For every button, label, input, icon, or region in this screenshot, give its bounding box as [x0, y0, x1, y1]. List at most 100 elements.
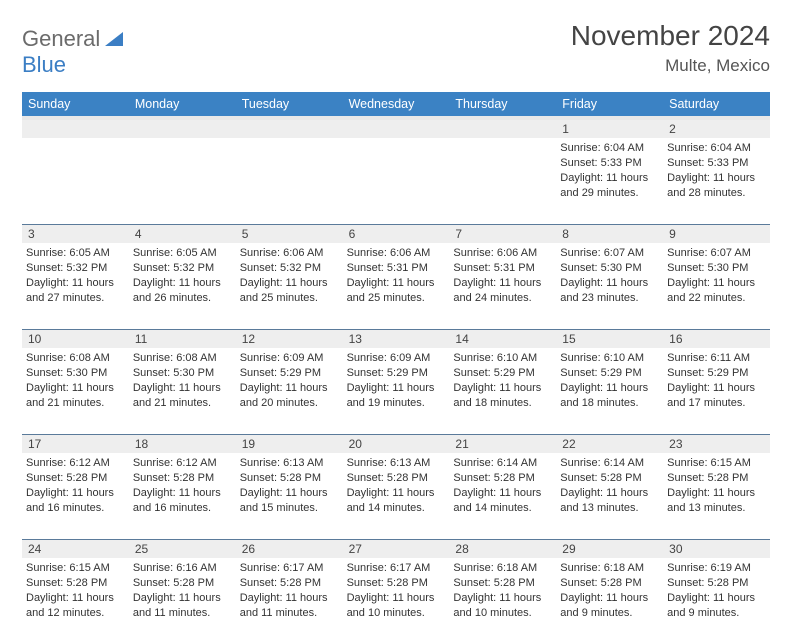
sunset-text: Sunset: 5:33 PM: [667, 156, 766, 171]
day-number: 29: [556, 540, 663, 558]
day-number: 26: [236, 540, 343, 558]
day-cell: Sunrise: 6:19 AMSunset: 5:28 PMDaylight:…: [663, 558, 770, 644]
logo: GeneralBlue: [22, 20, 125, 78]
sunset-text: Sunset: 5:32 PM: [26, 261, 125, 276]
day-number: 8: [556, 225, 663, 243]
sunset-text: Sunset: 5:30 PM: [667, 261, 766, 276]
day-number: 20: [343, 435, 450, 453]
day-cell: Sunrise: 6:06 AMSunset: 5:31 PMDaylight:…: [343, 243, 450, 329]
day-cell: Sunrise: 6:09 AMSunset: 5:29 PMDaylight:…: [236, 348, 343, 434]
sunset-text: Sunset: 5:31 PM: [347, 261, 446, 276]
day-number: 1: [556, 120, 663, 138]
day-number: 30: [663, 540, 770, 558]
day-cell: Sunrise: 6:11 AMSunset: 5:29 PMDaylight:…: [663, 348, 770, 434]
daylight-text: Daylight: 11 hours and 14 minutes.: [347, 486, 446, 516]
daylight-text: Daylight: 11 hours and 24 minutes.: [453, 276, 552, 306]
day-cell: Sunrise: 6:18 AMSunset: 5:28 PMDaylight:…: [449, 558, 556, 644]
day-cell: [236, 138, 343, 224]
daylight-text: Daylight: 11 hours and 12 minutes.: [26, 591, 125, 621]
day-number: 24: [22, 540, 129, 558]
sunset-text: Sunset: 5:28 PM: [133, 576, 232, 591]
daylight-text: Daylight: 11 hours and 14 minutes.: [453, 486, 552, 516]
day-cell: Sunrise: 6:18 AMSunset: 5:28 PMDaylight:…: [556, 558, 663, 644]
day-cell: [343, 138, 450, 224]
day-number-row: 3456789: [22, 225, 770, 243]
title-block: November 2024 Multe, Mexico: [571, 20, 770, 76]
day-number: 2: [663, 120, 770, 138]
day-cell: Sunrise: 6:06 AMSunset: 5:31 PMDaylight:…: [449, 243, 556, 329]
daylight-text: Daylight: 11 hours and 27 minutes.: [26, 276, 125, 306]
daylight-text: Daylight: 11 hours and 26 minutes.: [133, 276, 232, 306]
dow-tuesday: Tuesday: [236, 92, 343, 116]
sunrise-text: Sunrise: 6:16 AM: [133, 561, 232, 576]
day-cell: Sunrise: 6:05 AMSunset: 5:32 PMDaylight:…: [129, 243, 236, 329]
daylight-text: Daylight: 11 hours and 21 minutes.: [26, 381, 125, 411]
day-number: 23: [663, 435, 770, 453]
sunrise-text: Sunrise: 6:06 AM: [453, 246, 552, 261]
sunrise-text: Sunrise: 6:14 AM: [560, 456, 659, 471]
sunset-text: Sunset: 5:28 PM: [347, 471, 446, 486]
sunset-text: Sunset: 5:30 PM: [133, 366, 232, 381]
logo-text-blue: Blue: [22, 52, 66, 77]
sunset-text: Sunset: 5:28 PM: [133, 471, 232, 486]
daylight-text: Daylight: 11 hours and 9 minutes.: [667, 591, 766, 621]
day-cell: Sunrise: 6:14 AMSunset: 5:28 PMDaylight:…: [449, 453, 556, 539]
sunset-text: Sunset: 5:28 PM: [560, 576, 659, 591]
day-cell: Sunrise: 6:04 AMSunset: 5:33 PMDaylight:…: [556, 138, 663, 224]
day-number: 12: [236, 330, 343, 348]
sunrise-text: Sunrise: 6:10 AM: [453, 351, 552, 366]
sunset-text: Sunset: 5:30 PM: [560, 261, 659, 276]
dow-friday: Friday: [556, 92, 663, 116]
page-title: November 2024: [571, 20, 770, 52]
sunrise-text: Sunrise: 6:07 AM: [560, 246, 659, 261]
sunset-text: Sunset: 5:29 PM: [347, 366, 446, 381]
day-number-row: 10111213141516: [22, 330, 770, 348]
day-cell: Sunrise: 6:15 AMSunset: 5:28 PMDaylight:…: [663, 453, 770, 539]
day-cell: Sunrise: 6:12 AMSunset: 5:28 PMDaylight:…: [22, 453, 129, 539]
page-header: GeneralBlue November 2024 Multe, Mexico: [22, 20, 770, 78]
sunrise-text: Sunrise: 6:12 AM: [26, 456, 125, 471]
sunrise-text: Sunrise: 6:04 AM: [667, 141, 766, 156]
sunset-text: Sunset: 5:29 PM: [560, 366, 659, 381]
sail-icon: [103, 30, 125, 48]
day-number: 9: [663, 225, 770, 243]
daylight-text: Daylight: 11 hours and 13 minutes.: [667, 486, 766, 516]
sunrise-text: Sunrise: 6:07 AM: [667, 246, 766, 261]
sunrise-text: Sunrise: 6:08 AM: [133, 351, 232, 366]
day-cell: Sunrise: 6:12 AMSunset: 5:28 PMDaylight:…: [129, 453, 236, 539]
logo-text-general: General: [22, 26, 100, 51]
day-cell: Sunrise: 6:13 AMSunset: 5:28 PMDaylight:…: [343, 453, 450, 539]
sunset-text: Sunset: 5:28 PM: [240, 576, 339, 591]
sunset-text: Sunset: 5:29 PM: [240, 366, 339, 381]
day-number: 10: [22, 330, 129, 348]
sunset-text: Sunset: 5:28 PM: [560, 471, 659, 486]
sunrise-text: Sunrise: 6:09 AM: [347, 351, 446, 366]
day-cell: Sunrise: 6:06 AMSunset: 5:32 PMDaylight:…: [236, 243, 343, 329]
day-number: 21: [449, 435, 556, 453]
day-number: 4: [129, 225, 236, 243]
day-number: 17: [22, 435, 129, 453]
sunset-text: Sunset: 5:31 PM: [453, 261, 552, 276]
day-cell: Sunrise: 6:07 AMSunset: 5:30 PMDaylight:…: [663, 243, 770, 329]
day-cell: Sunrise: 6:08 AMSunset: 5:30 PMDaylight:…: [129, 348, 236, 434]
day-cell: Sunrise: 6:10 AMSunset: 5:29 PMDaylight:…: [449, 348, 556, 434]
day-number: 22: [556, 435, 663, 453]
location-label: Multe, Mexico: [571, 56, 770, 76]
day-cell: Sunrise: 6:17 AMSunset: 5:28 PMDaylight:…: [343, 558, 450, 644]
day-cell: Sunrise: 6:08 AMSunset: 5:30 PMDaylight:…: [22, 348, 129, 434]
daylight-text: Daylight: 11 hours and 21 minutes.: [133, 381, 232, 411]
daylight-text: Daylight: 11 hours and 11 minutes.: [240, 591, 339, 621]
daylight-text: Daylight: 11 hours and 9 minutes.: [560, 591, 659, 621]
sunrise-text: Sunrise: 6:15 AM: [26, 561, 125, 576]
day-cell: Sunrise: 6:07 AMSunset: 5:30 PMDaylight:…: [556, 243, 663, 329]
sunset-text: Sunset: 5:28 PM: [453, 576, 552, 591]
daylight-text: Daylight: 11 hours and 20 minutes.: [240, 381, 339, 411]
week-row: Sunrise: 6:05 AMSunset: 5:32 PMDaylight:…: [22, 243, 770, 330]
day-cell: Sunrise: 6:05 AMSunset: 5:32 PMDaylight:…: [22, 243, 129, 329]
sunset-text: Sunset: 5:28 PM: [667, 471, 766, 486]
sunrise-text: Sunrise: 6:14 AM: [453, 456, 552, 471]
daylight-text: Daylight: 11 hours and 10 minutes.: [347, 591, 446, 621]
sunrise-text: Sunrise: 6:18 AM: [560, 561, 659, 576]
day-cell: Sunrise: 6:13 AMSunset: 5:28 PMDaylight:…: [236, 453, 343, 539]
dow-wednesday: Wednesday: [343, 92, 450, 116]
